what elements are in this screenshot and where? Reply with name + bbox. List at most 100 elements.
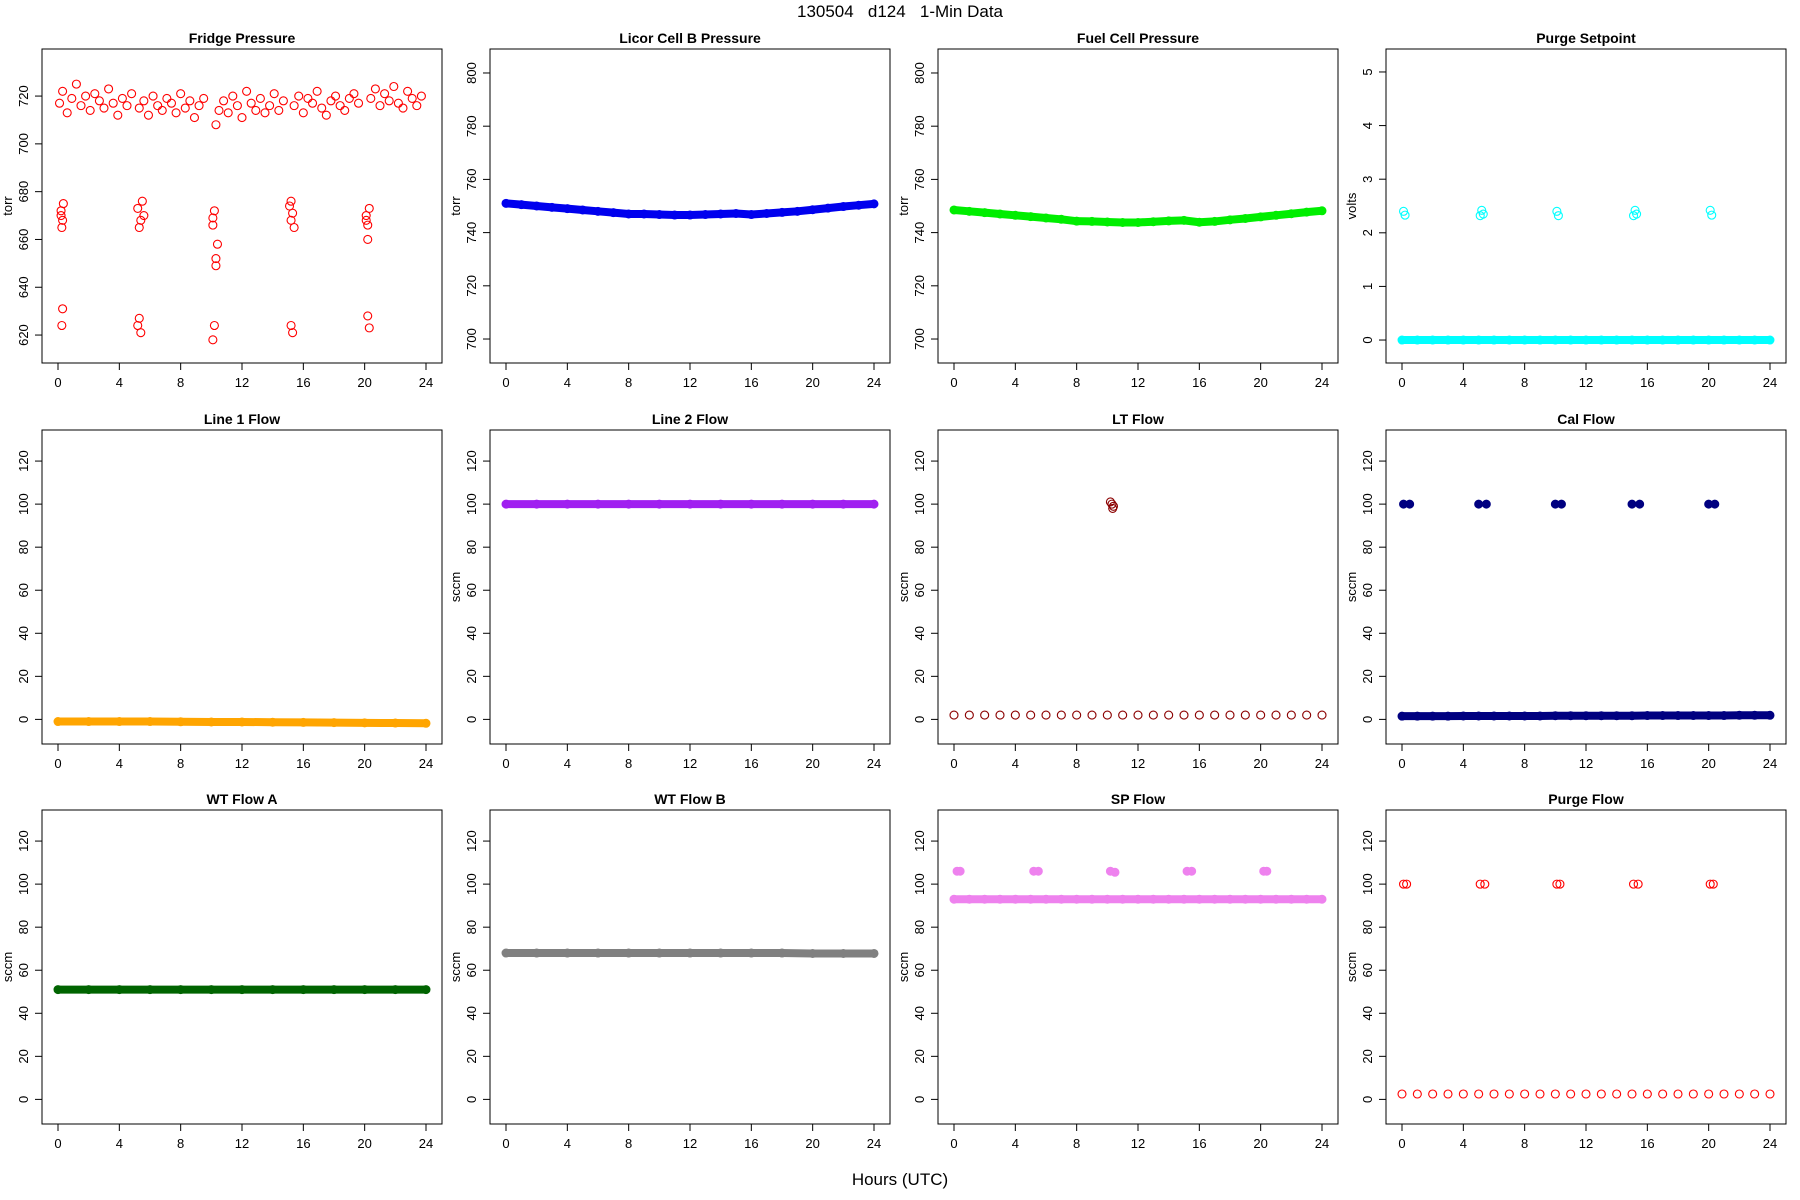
data-point xyxy=(1535,711,1545,721)
data-point xyxy=(1148,217,1158,227)
data-point xyxy=(307,98,318,108)
data-point xyxy=(838,499,848,509)
data-point xyxy=(547,202,557,212)
data-point xyxy=(206,985,216,995)
data-point xyxy=(654,499,664,509)
x-tick-label: 12 xyxy=(1131,1136,1145,1151)
y-tick-label: 720 xyxy=(912,275,927,297)
x-tick-label: 20 xyxy=(357,1136,371,1151)
data-point xyxy=(278,96,288,106)
y-tick-label: 80 xyxy=(912,920,927,934)
x-tick-label: 24 xyxy=(1763,756,1777,771)
data-point xyxy=(808,948,818,958)
y-tick-label: 80 xyxy=(1360,540,1375,554)
data-point xyxy=(1102,894,1112,904)
data-point xyxy=(869,199,879,209)
data-point xyxy=(1535,1089,1545,1099)
data-point xyxy=(1612,335,1622,345)
data-point xyxy=(398,103,408,113)
data-point xyxy=(176,985,186,995)
y-tick-label: 60 xyxy=(1360,963,1375,977)
x-tick-label: 4 xyxy=(564,375,571,390)
data-point xyxy=(1556,499,1566,509)
data-point xyxy=(421,718,431,728)
data-point xyxy=(1642,711,1652,721)
data-point xyxy=(1553,211,1563,221)
x-tick-label: 0 xyxy=(1398,756,1405,771)
data-point xyxy=(1041,710,1051,720)
y-tick-label: 760 xyxy=(464,169,479,191)
data-point xyxy=(143,110,154,120)
x-tick-label: 4 xyxy=(116,375,123,390)
data-point xyxy=(1194,894,1204,904)
data-point xyxy=(211,120,221,130)
data-point xyxy=(608,208,618,218)
data-point xyxy=(208,220,218,230)
data-point xyxy=(1734,335,1744,345)
data-point xyxy=(206,717,216,727)
data-point xyxy=(1596,1089,1606,1099)
data-point xyxy=(288,208,298,218)
data-point xyxy=(380,89,390,99)
x-tick-label: 16 xyxy=(296,1136,310,1151)
data-point xyxy=(237,985,247,995)
y-tick-label: 120 xyxy=(464,450,479,472)
x-tick-label: 4 xyxy=(116,1136,123,1151)
panel-title: Purge Setpoint xyxy=(1536,30,1636,46)
data-point xyxy=(1072,710,1082,720)
data-point xyxy=(1286,209,1296,219)
data-point xyxy=(133,320,143,331)
data-point xyxy=(268,717,278,727)
x-tick-label: 16 xyxy=(1192,756,1206,771)
y-tick-label: 60 xyxy=(464,963,479,977)
data-point xyxy=(1317,710,1327,720)
data-point xyxy=(1765,710,1775,720)
x-tick-label: 12 xyxy=(235,1136,249,1151)
x-tick-label: 20 xyxy=(805,756,819,771)
data-point xyxy=(980,710,990,720)
data-point xyxy=(237,113,247,123)
y-tick-label: 3 xyxy=(1360,176,1375,183)
x-tick-label: 8 xyxy=(177,1136,184,1151)
data-point xyxy=(731,208,741,218)
y-tick-label: 40 xyxy=(912,626,927,640)
x-tick-label: 12 xyxy=(1131,375,1145,390)
data-point xyxy=(516,200,526,210)
data-point xyxy=(1262,866,1272,876)
data-point xyxy=(211,254,221,264)
data-point xyxy=(964,206,974,216)
data-point xyxy=(746,210,756,220)
y-tick-label: 120 xyxy=(464,830,479,852)
data-series xyxy=(1398,205,1717,221)
data-point xyxy=(1520,711,1530,721)
plot-frame xyxy=(1385,48,1787,364)
x-axis-label: Hours (UTC) xyxy=(851,1170,949,1189)
panel-title: Cal Flow xyxy=(1557,411,1615,427)
y-axis-label: sccm xyxy=(1344,952,1359,982)
x-tick-label: 16 xyxy=(1640,375,1654,390)
data-point xyxy=(360,985,370,995)
data-point xyxy=(1596,335,1606,345)
data-point xyxy=(1317,206,1327,216)
data-point xyxy=(1225,215,1235,225)
data-point xyxy=(654,210,664,220)
data-point xyxy=(62,108,72,118)
plot-frame xyxy=(41,809,443,1125)
data-point xyxy=(1581,335,1591,345)
data-point xyxy=(1302,894,1312,904)
y-tick-label: 660 xyxy=(16,229,31,251)
data-point xyxy=(208,335,218,345)
data-point xyxy=(1628,879,1639,889)
y-tick-label: 20 xyxy=(1360,669,1375,683)
data-point xyxy=(1627,1089,1637,1099)
chart-panel: WT Flow A 0 4 8 12 16 20 24 0 20 40 60 80 100 120 sccm xyxy=(0,791,443,1151)
data-point xyxy=(1658,335,1668,345)
data-point xyxy=(869,499,879,509)
data-point xyxy=(1271,894,1281,904)
data-point xyxy=(94,96,104,106)
x-tick-label: 24 xyxy=(1315,1136,1329,1151)
data-point xyxy=(1566,711,1576,721)
data-point xyxy=(407,93,417,104)
data-point xyxy=(330,91,341,101)
data-point xyxy=(364,323,374,333)
